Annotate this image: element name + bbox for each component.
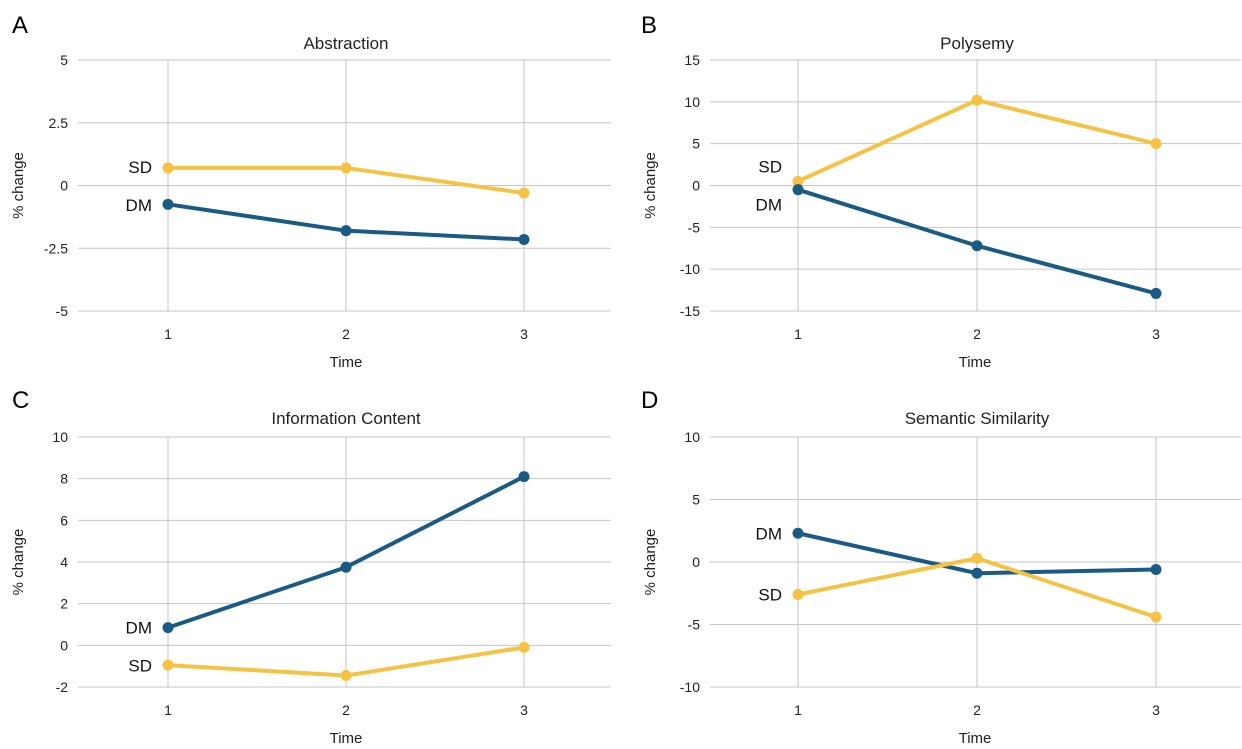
chart-panel-d: D Semantic Similarity 10 5 0 -5 -10 1 2 3 Time % ch… [641, 387, 1241, 747]
data-point-sd [518, 187, 530, 199]
data-point-dm [971, 240, 983, 252]
panel-letter: B [641, 12, 657, 39]
y-tick-label: -10 [680, 679, 700, 695]
data-point-sd [162, 659, 174, 671]
panel-letter: D [641, 387, 658, 414]
data-point-sd [162, 162, 174, 174]
series-label-sd: SD [128, 158, 152, 177]
data-point-dm [162, 198, 174, 210]
y-tick-label: -15 [680, 303, 700, 319]
panel-letter: A [12, 12, 28, 39]
x-tick-label: 1 [164, 326, 172, 342]
y-tick-label: 2 [60, 596, 68, 612]
chart-title: Polysemy [940, 34, 1014, 53]
y-axis-label: % change [10, 529, 27, 596]
data-point-dm [162, 622, 174, 634]
y-tick-label: 5 [60, 52, 68, 68]
data-point-sd [792, 175, 804, 187]
y-tick-label: 8 [60, 471, 68, 487]
y-tick-label: -5 [56, 303, 69, 319]
y-tick-label: 15 [684, 52, 700, 68]
y-tick-label: 10 [684, 429, 700, 445]
data-point-dm [1150, 287, 1162, 299]
series-label-dm: DM [756, 524, 782, 543]
data-point-dm [340, 561, 352, 573]
y-tick-label: 0 [60, 637, 68, 653]
x-tick-label: 2 [973, 326, 981, 342]
y-tick-label: 0 [60, 178, 68, 194]
x-tick-label: 2 [342, 702, 350, 718]
data-point-sd [518, 641, 530, 653]
data-point-sd [1150, 611, 1162, 623]
series-label-dm: DM [126, 618, 152, 637]
y-tick-label: -5 [688, 219, 701, 235]
chart-panel-c: C Information Content 10 8 6 4 2 0 -2 1 2 3 Time % ch… [10, 387, 611, 747]
chart-title: Semantic Similarity [905, 409, 1050, 428]
y-tick-label: -5 [688, 617, 701, 633]
y-tick-label: 0 [692, 178, 700, 194]
chart-panel-b: B Polysemy 15 10 5 0 -5 -10 -15 1 2 3 Time % change SD… [641, 12, 1241, 371]
y-axis-label: % change [10, 152, 27, 219]
series-label-sd: SD [758, 158, 782, 177]
series-label-dm: DM [756, 196, 782, 215]
y-tick-label: 5 [692, 492, 700, 508]
x-axis-label: Time [330, 730, 363, 747]
y-tick-label: 4 [60, 554, 68, 570]
series-label-sd: SD [758, 586, 782, 605]
chart-title: Information Content [271, 409, 421, 428]
x-tick-label: 1 [794, 702, 802, 718]
x-tick-label: 3 [520, 326, 528, 342]
y-tick-label: -10 [680, 261, 700, 277]
x-tick-label: 1 [794, 326, 802, 342]
data-point-sd [340, 162, 352, 174]
data-point-dm [340, 225, 352, 237]
data-point-dm [518, 471, 530, 483]
data-point-sd [971, 94, 983, 106]
panel-letter: C [12, 387, 29, 414]
x-tick-label: 3 [1152, 326, 1160, 342]
series-label-sd: SD [128, 656, 152, 675]
y-axis-label: % change [642, 529, 659, 596]
y-tick-label: -2 [56, 679, 69, 695]
y-tick-label: 2.5 [49, 115, 69, 131]
y-tick-label: 5 [692, 136, 700, 152]
y-tick-label: 10 [684, 94, 700, 110]
data-point-dm [518, 233, 530, 245]
x-tick-label: 2 [342, 326, 350, 342]
series-label-dm: DM [126, 196, 152, 215]
x-axis-label: Time [959, 730, 992, 747]
data-point-dm [792, 184, 804, 196]
chart-title: Abstraction [303, 34, 388, 53]
x-tick-label: 3 [520, 702, 528, 718]
data-point-dm [971, 567, 983, 579]
x-axis-label: Time [330, 354, 363, 371]
data-point-sd [792, 589, 804, 600]
y-tick-label: -2.5 [44, 240, 68, 256]
x-tick-label: 2 [973, 702, 981, 718]
y-tick-label: 0 [692, 554, 700, 570]
data-point-dm [1150, 564, 1162, 575]
y-tick-label: 6 [60, 512, 68, 528]
x-axis-label: Time [959, 354, 992, 371]
y-axis-label: % change [642, 152, 659, 219]
data-point-sd [971, 552, 983, 564]
y-tick-label: 10 [52, 429, 68, 445]
data-point-sd [1150, 138, 1162, 150]
data-point-dm [792, 527, 804, 539]
x-tick-label: 1 [164, 702, 172, 718]
x-tick-label: 3 [1152, 702, 1160, 718]
data-point-sd [340, 670, 352, 682]
chart-panel-a: A Abstraction 5 2.5 0 -2.5 -5 1 2 3 Time % change SD… [10, 12, 611, 371]
